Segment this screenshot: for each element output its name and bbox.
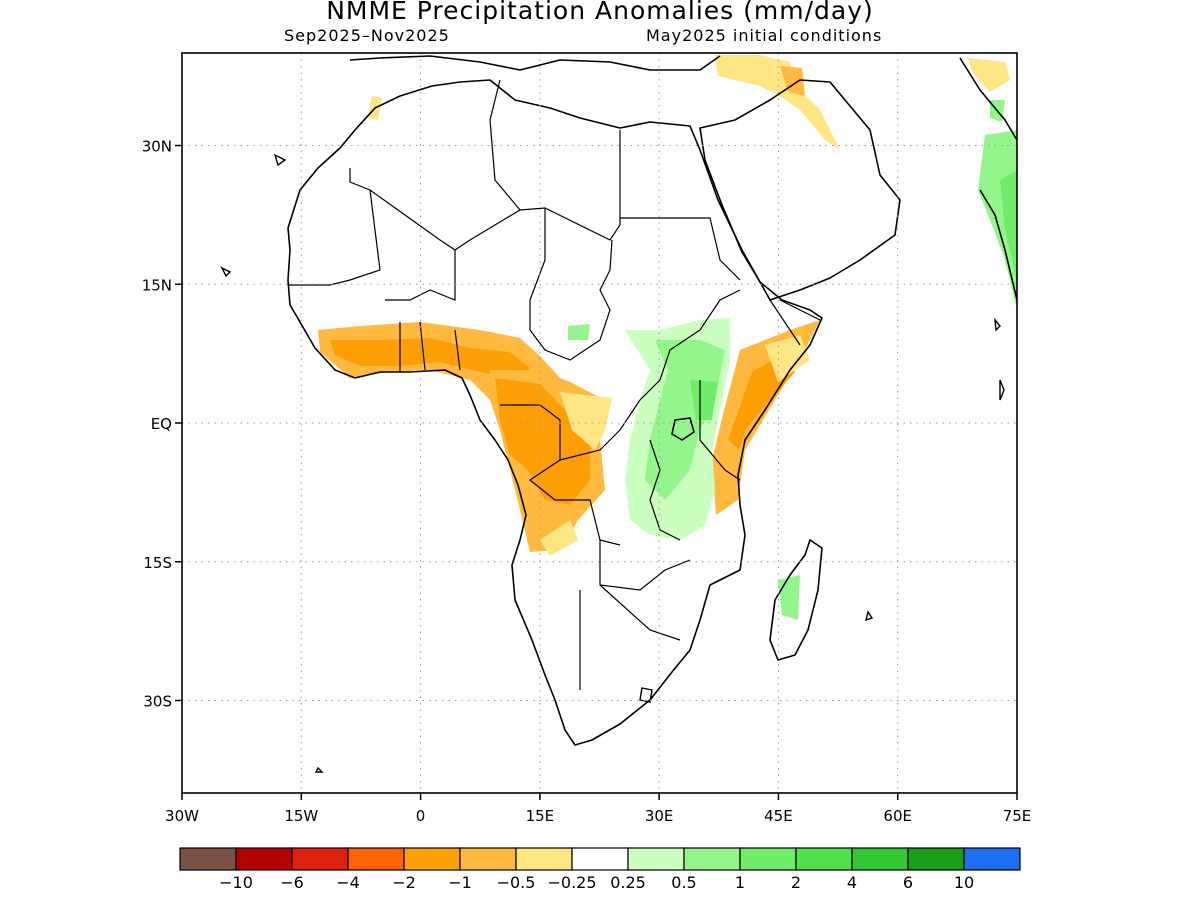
colorbar-swatch xyxy=(403,847,461,871)
country-borders xyxy=(288,79,821,690)
colorbar-swatch xyxy=(739,847,797,871)
colorbar: −10 −6 −4 −2 −1 −0.5 −0.25 0.25 0.5 1 2 4 6 10 xyxy=(179,847,1021,892)
colorbar-label: −6 xyxy=(280,873,304,892)
season-label: Sep2025–Nov2025 xyxy=(284,26,450,45)
africa-coastline xyxy=(287,79,823,746)
dry-anomaly-region-central-africa xyxy=(490,370,612,556)
colorbar-label: 4 xyxy=(847,873,857,892)
colorbar-swatch xyxy=(963,847,1021,871)
colorbar-label: 10 xyxy=(954,873,974,892)
colorbar-label: 2 xyxy=(791,873,801,892)
y-tick-label: 15S xyxy=(143,554,172,572)
colorbar-swatch xyxy=(179,847,237,871)
y-tick-label: 15N xyxy=(142,276,172,294)
colorbar-swatch xyxy=(515,847,573,871)
colorbar-swatch xyxy=(571,847,629,871)
x-tick-label: 0 xyxy=(416,807,426,825)
colorbar-swatch xyxy=(907,847,965,871)
colorbar-swatch xyxy=(627,847,685,871)
x-tick-label: 45E xyxy=(764,807,793,825)
coastline-outlines xyxy=(287,55,1017,746)
colorbar-label: −10 xyxy=(219,873,253,892)
islands xyxy=(220,153,1005,773)
x-tick-label: 30W xyxy=(165,807,199,825)
colorbar-label: −1 xyxy=(448,873,472,892)
colorbar-label: 0.25 xyxy=(610,873,646,892)
grid-lines xyxy=(182,53,1017,793)
colorbar-label: 0.5 xyxy=(671,873,696,892)
colorbar-swatch xyxy=(459,847,517,871)
arabia-coastline xyxy=(699,79,901,301)
colorbar-label: 6 xyxy=(903,873,913,892)
latitude-axis: 30N 15N EQ 15S 30S xyxy=(142,138,182,711)
x-tick-label: 15E xyxy=(526,807,555,825)
y-tick-label: 30S xyxy=(143,693,172,711)
x-tick-label: 75E xyxy=(1003,807,1032,825)
colorbar-swatch xyxy=(291,847,349,871)
colorbar-label: −0.25 xyxy=(547,873,596,892)
europe-coastline xyxy=(349,55,721,71)
longitude-axis: 30W 15W 0 15E 30E 45E 60E 75E xyxy=(165,793,1031,825)
dry-anomaly-region-middle-east xyxy=(368,55,1010,150)
colorbar-swatch xyxy=(235,847,293,871)
colorbar-swatch xyxy=(683,847,741,871)
x-tick-label: 30E xyxy=(645,807,674,825)
colorbar-swatch xyxy=(347,847,405,871)
y-tick-label: EQ xyxy=(151,415,172,433)
map-title: NMME Precipitation Anomalies (mm/day) xyxy=(326,0,874,25)
colorbar-swatch xyxy=(795,847,853,871)
colorbar-label: −0.5 xyxy=(497,873,536,892)
colorbar-label: −2 xyxy=(392,873,416,892)
initial-conditions-label: May2025 initial conditions xyxy=(646,26,883,45)
india-coastline xyxy=(959,57,1017,301)
wet-anomaly-region-india-madagascar xyxy=(778,100,1017,620)
x-tick-label: 15W xyxy=(284,807,318,825)
y-tick-label: 30N xyxy=(142,138,172,156)
wet-anomaly-region-east-africa xyxy=(568,318,730,540)
madagascar-coastline xyxy=(769,539,823,661)
colorbar-label: 1 xyxy=(735,873,745,892)
colorbar-swatch xyxy=(851,847,909,871)
lake-victoria xyxy=(671,417,695,441)
colorbar-label: −4 xyxy=(336,873,360,892)
x-tick-label: 60E xyxy=(883,807,912,825)
